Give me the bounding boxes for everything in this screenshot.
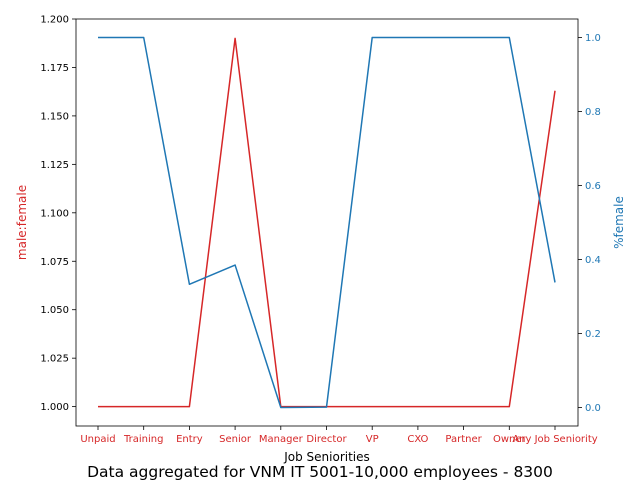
left-y-axis-title: male:female <box>15 185 29 260</box>
left-tick-label: 1.100 <box>40 208 69 219</box>
right-tick-label: 0.6 <box>585 181 601 192</box>
left-tick-label: 1.075 <box>40 257 69 268</box>
left-tick-label: 1.150 <box>40 111 69 122</box>
right-tick-label: 0.2 <box>585 329 601 340</box>
x-tick-label: Partner <box>445 434 482 445</box>
x-axis-title: Job Seniorities <box>283 450 370 464</box>
left-tick-label: 1.200 <box>40 15 69 26</box>
left-tick-label: 1.000 <box>40 402 69 413</box>
male-female-ratio-line <box>98 37 556 408</box>
x-tick-label: Owner <box>493 434 527 445</box>
x-tick-label: Manager <box>259 434 304 445</box>
right-tick-label: 0.8 <box>585 107 601 118</box>
x-tick-label: Senior <box>219 434 252 445</box>
series-layer <box>97 36 556 409</box>
left-tick-label: 1.025 <box>40 354 69 365</box>
left-tick-label: 1.050 <box>40 305 69 316</box>
left-axis-ticks: 1.000 1.025 1.050 1.075 1.100 1.125 1.150 1.175… <box>40 15 76 413</box>
x-tick-label: Any Job Seniority <box>512 434 597 445</box>
x-tick-label: CXO <box>407 434 428 445</box>
right-tick-label: 1.0 <box>585 33 601 44</box>
percent-female-line <box>98 36 556 409</box>
left-tick-label: 1.175 <box>40 63 69 74</box>
x-tick-label: Unpaid <box>80 434 115 445</box>
chart-title: Data aggregated for VNM IT 5001-10,000 e… <box>87 463 553 480</box>
x-tick-label: Training <box>123 434 163 445</box>
right-tick-label: 0.0 <box>585 403 601 414</box>
x-tick-label: Entry <box>176 434 203 445</box>
right-y-axis-title: %female <box>612 196 626 249</box>
x-tick-label: Director <box>306 434 347 445</box>
x-tick-label: VP <box>366 434 379 445</box>
left-tick-label: 1.125 <box>40 160 69 171</box>
x-axis-ticks: Unpaid Training Entry Senior Manager Director… <box>80 426 598 445</box>
right-tick-label: 0.4 <box>585 255 601 266</box>
right-axis-ticks: 0.0 0.2 0.4 0.6 0.8 1.0 <box>578 33 601 414</box>
plot-frame <box>75 18 579 427</box>
